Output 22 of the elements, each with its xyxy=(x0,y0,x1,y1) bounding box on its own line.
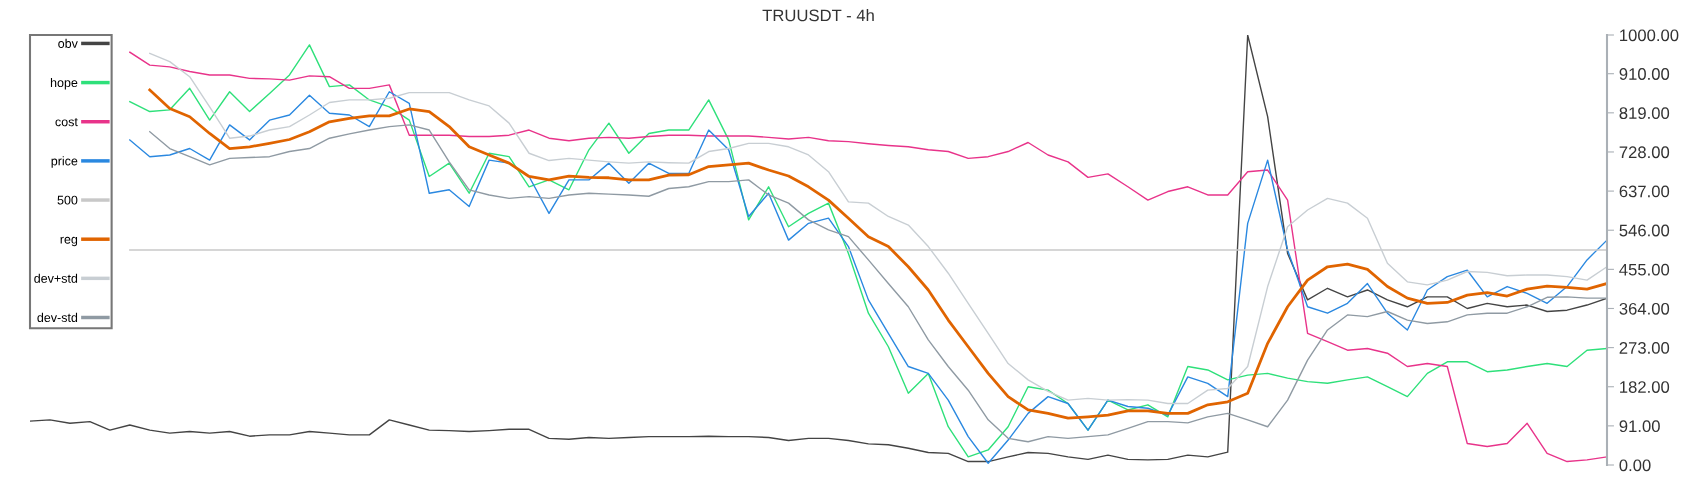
y-tick-label: 910.00 xyxy=(1619,68,1670,80)
y-tick-label: 364.00 xyxy=(1619,302,1670,315)
y-tick-label: 273.00 xyxy=(1619,342,1670,354)
line-series xyxy=(149,124,1607,443)
legend-label: 500 xyxy=(57,195,78,205)
y-tick-label: 728.00 xyxy=(1619,146,1670,159)
y-tick-label: 1000.00 xyxy=(1620,29,1679,42)
y-tick-label: 182.00 xyxy=(1620,381,1670,393)
legend-label: hope xyxy=(50,77,78,90)
legend-label: price xyxy=(51,156,78,168)
y-tick-label: 637.00 xyxy=(1619,185,1670,198)
y-tick-label: 0.00 xyxy=(1619,459,1651,472)
y-tick-label: 819.00 xyxy=(1619,107,1670,120)
chart-title: TRUUSDT - 4h xyxy=(762,9,874,22)
y-tick-label: 546.00 xyxy=(1619,224,1670,237)
y-tick-label: 91.00 xyxy=(1619,420,1660,433)
legend-label: reg xyxy=(60,236,78,247)
legend-label: obv xyxy=(58,38,78,48)
legend-label: dev-std xyxy=(37,312,78,322)
legend-label: cost xyxy=(55,118,78,127)
legend-label: dev+std xyxy=(34,273,78,283)
y-tick-label: 455.00 xyxy=(1619,263,1670,276)
